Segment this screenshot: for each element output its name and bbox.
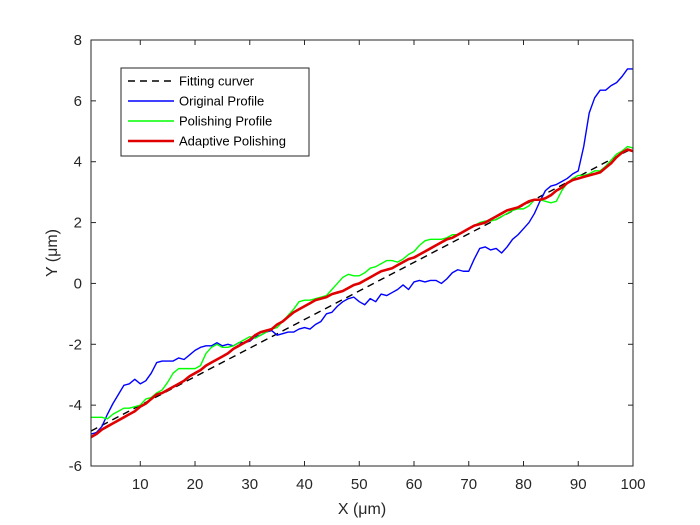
series-layer <box>91 68 633 439</box>
x-tick-label: 100 <box>620 476 645 493</box>
x-tick-label: 20 <box>187 476 204 493</box>
legend: Fitting curver Original Profile Polishing … <box>120 67 310 157</box>
x-tick-label: 80 <box>515 476 532 493</box>
x-tick-label: 60 <box>406 476 423 493</box>
x-tick-label: 90 <box>570 476 587 493</box>
series-line-polishing-profile <box>91 145 633 420</box>
legend-entry: Fitting curver <box>179 74 255 89</box>
y-tick-label: -4 <box>69 397 82 414</box>
x-tick-label: 70 <box>460 476 477 493</box>
y-tick-label: -6 <box>69 458 82 475</box>
y-tick-label: -2 <box>69 336 82 353</box>
y-tick-label: 8 <box>74 32 82 49</box>
x-tick-label: 50 <box>351 476 368 493</box>
series-line-original-profile <box>91 68 633 435</box>
ticks-layer: 10 20 30 40 50 60 70 80 90 100 -6 -4 -2 0 2 4 6 8 <box>69 32 646 493</box>
y-tick-label: 4 <box>74 154 82 171</box>
y-tick-label: 0 <box>74 275 82 292</box>
x-tick-label: 10 <box>132 476 149 493</box>
x-tick-label: 40 <box>296 476 313 493</box>
y-tick-label: 2 <box>74 215 82 232</box>
legend-entry: Original Profile <box>179 94 264 109</box>
x-axis-label: X (μm) <box>338 501 386 518</box>
x-tick-label: 30 <box>241 476 258 493</box>
axes-frame <box>90 39 634 467</box>
y-axis-label: Y (μm) <box>44 229 61 277</box>
legend-entry: Adaptive Polishing <box>179 134 286 149</box>
legend-entry: Polishing Profile <box>179 114 272 129</box>
series-line-adaptive-polishing <box>91 148 633 439</box>
y-tick-label: 6 <box>74 93 82 110</box>
